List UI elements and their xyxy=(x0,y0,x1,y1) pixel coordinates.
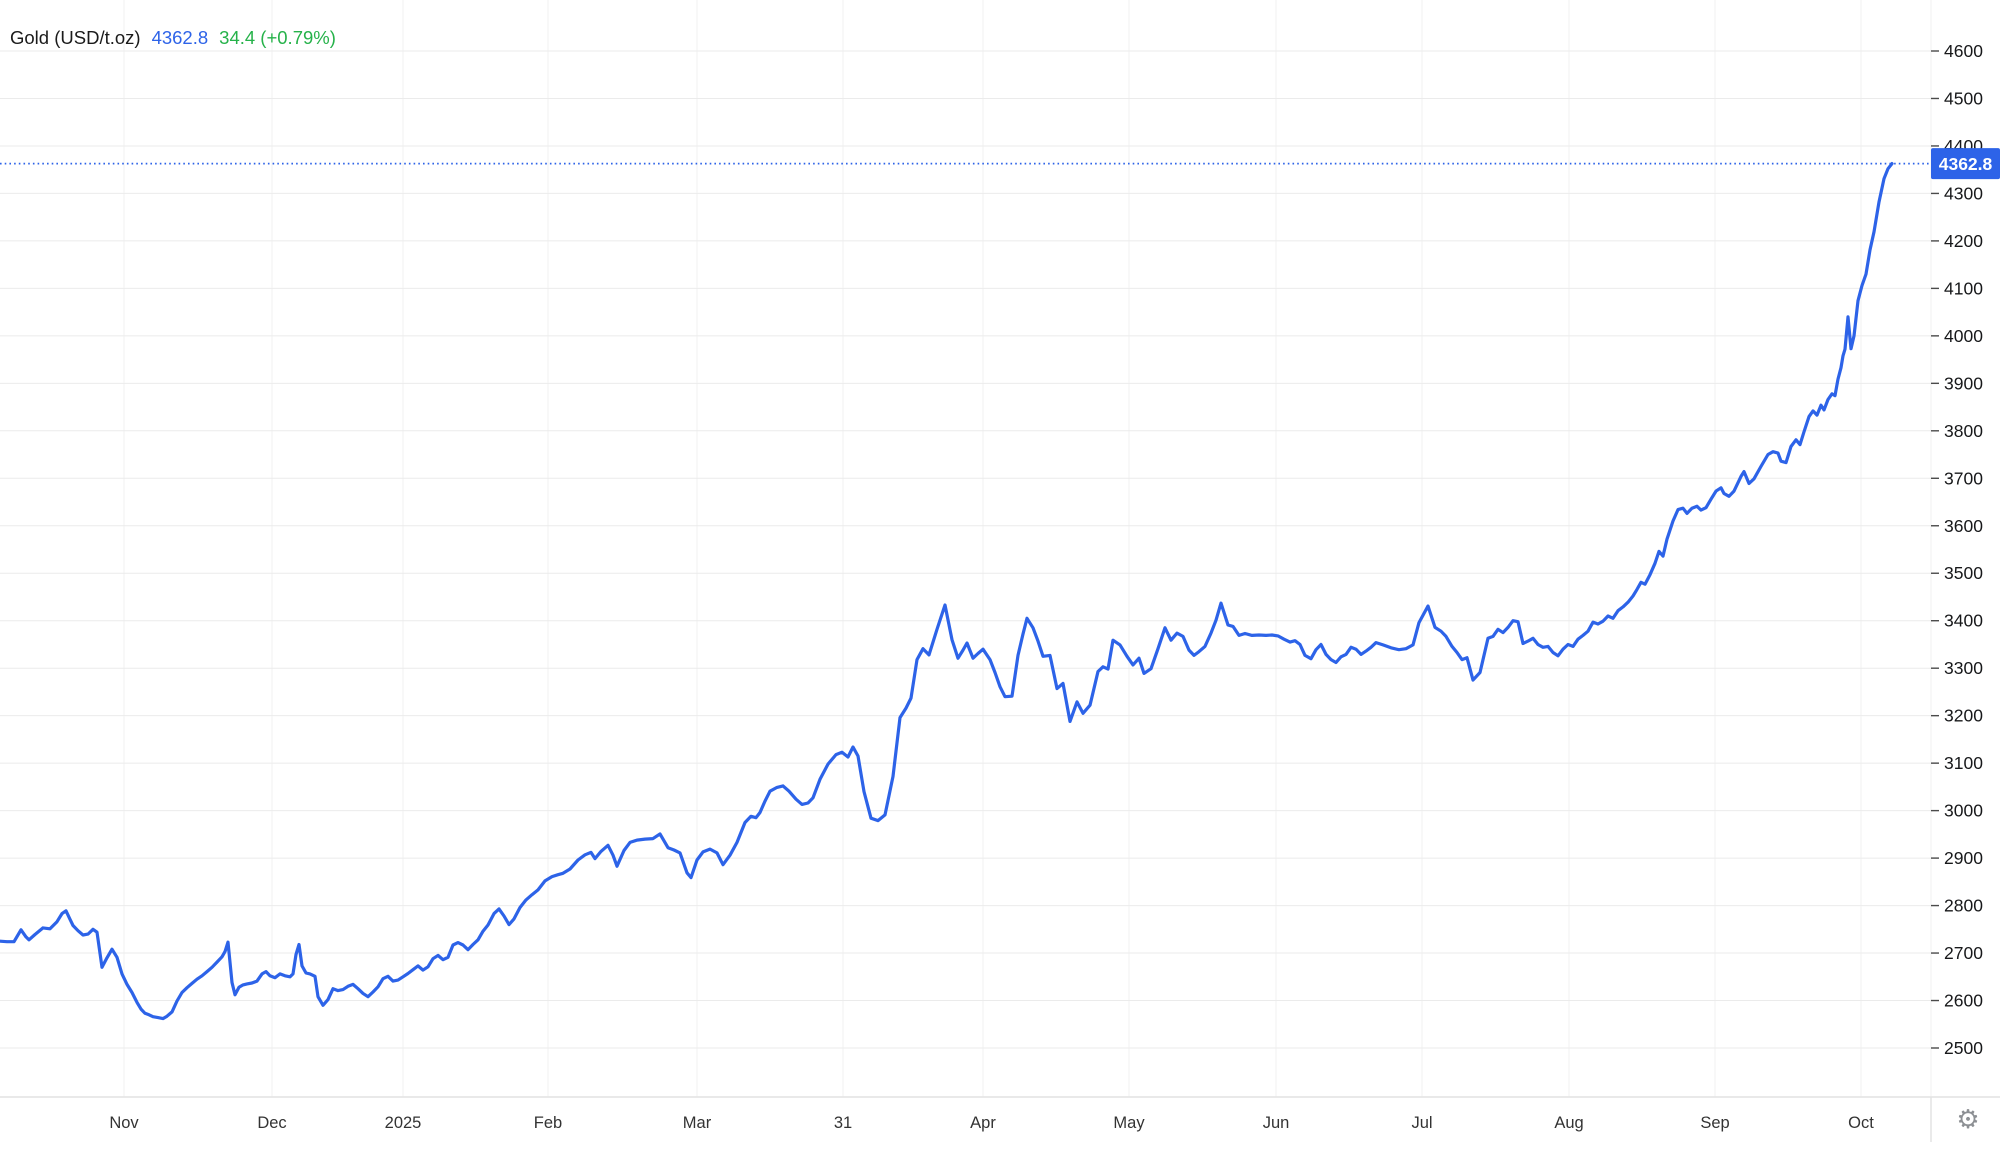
x-axis-tick-label: 2025 xyxy=(385,1114,422,1132)
y-axis-tick-label: 4000 xyxy=(1944,326,1983,346)
y-axis-tick-label: 2800 xyxy=(1944,896,1983,916)
y-axis-tick-label: 3600 xyxy=(1944,516,1983,536)
y-axis-tick-label: 3100 xyxy=(1944,753,1983,773)
y-axis-tick-label: 4500 xyxy=(1944,88,1983,108)
y-axis-tick-label: 2600 xyxy=(1944,991,1983,1011)
last-price: 4362.8 xyxy=(151,27,209,48)
y-axis-tick-label: 2900 xyxy=(1944,848,1983,868)
y-axis-tick-label: 4200 xyxy=(1944,231,1983,251)
x-axis-tick-label: Feb xyxy=(534,1114,562,1132)
price-change: 34.4 (+0.79%) xyxy=(219,27,336,48)
y-axis-tick-label: 3500 xyxy=(1944,563,1983,583)
x-axis-tick-label: Jun xyxy=(1263,1114,1290,1132)
x-axis-tick-label: Dec xyxy=(257,1114,286,1132)
x-axis-tick-label: Aug xyxy=(1554,1114,1583,1132)
current-price-tag xyxy=(1931,148,2000,180)
x-axis-tick-label: 31 xyxy=(834,1114,852,1132)
y-axis-tick-label: 4300 xyxy=(1944,183,1983,203)
x-axis-tick-label: May xyxy=(1113,1114,1145,1132)
instrument-title: Gold (USD/t.oz) xyxy=(10,27,141,48)
y-axis-tick-label: 2500 xyxy=(1944,1038,1983,1058)
price-polyline xyxy=(0,162,1894,1021)
y-axis-tick-label: 4600 xyxy=(1944,41,1983,61)
y-axis-tick-label: 3700 xyxy=(1944,468,1983,488)
y-axis-tick-label: 3400 xyxy=(1944,611,1983,631)
y-axis-tick-label: 3900 xyxy=(1944,373,1983,393)
y-axis-tick-label: 3800 xyxy=(1944,421,1983,441)
x-axis-tick-label: Apr xyxy=(970,1114,996,1132)
chart-header: Gold (USD/t.oz) 4362.8 34.4 (+0.79%) xyxy=(10,27,336,48)
x-axis-tick-label: Sep xyxy=(1700,1114,1729,1132)
y-axis-tick-label: 2700 xyxy=(1944,943,1983,963)
y-axis-tick-label: 4100 xyxy=(1944,278,1983,298)
x-axis-tick-label: Oct xyxy=(1848,1114,1874,1132)
x-axis-tick-label: Nov xyxy=(109,1114,139,1132)
x-axis-tick-label: Jul xyxy=(1411,1114,1432,1132)
settings-gear-icon[interactable]: ⚙ xyxy=(1948,1100,1988,1140)
y-axis-tick-label: 3000 xyxy=(1944,801,1983,821)
x-axis-tick-label: Mar xyxy=(683,1114,712,1132)
y-axis-tick-label: 3200 xyxy=(1944,706,1983,726)
y-axis-tick-label: 3300 xyxy=(1944,658,1983,678)
current-price-tag-label: 4362.8 xyxy=(1939,154,1993,174)
